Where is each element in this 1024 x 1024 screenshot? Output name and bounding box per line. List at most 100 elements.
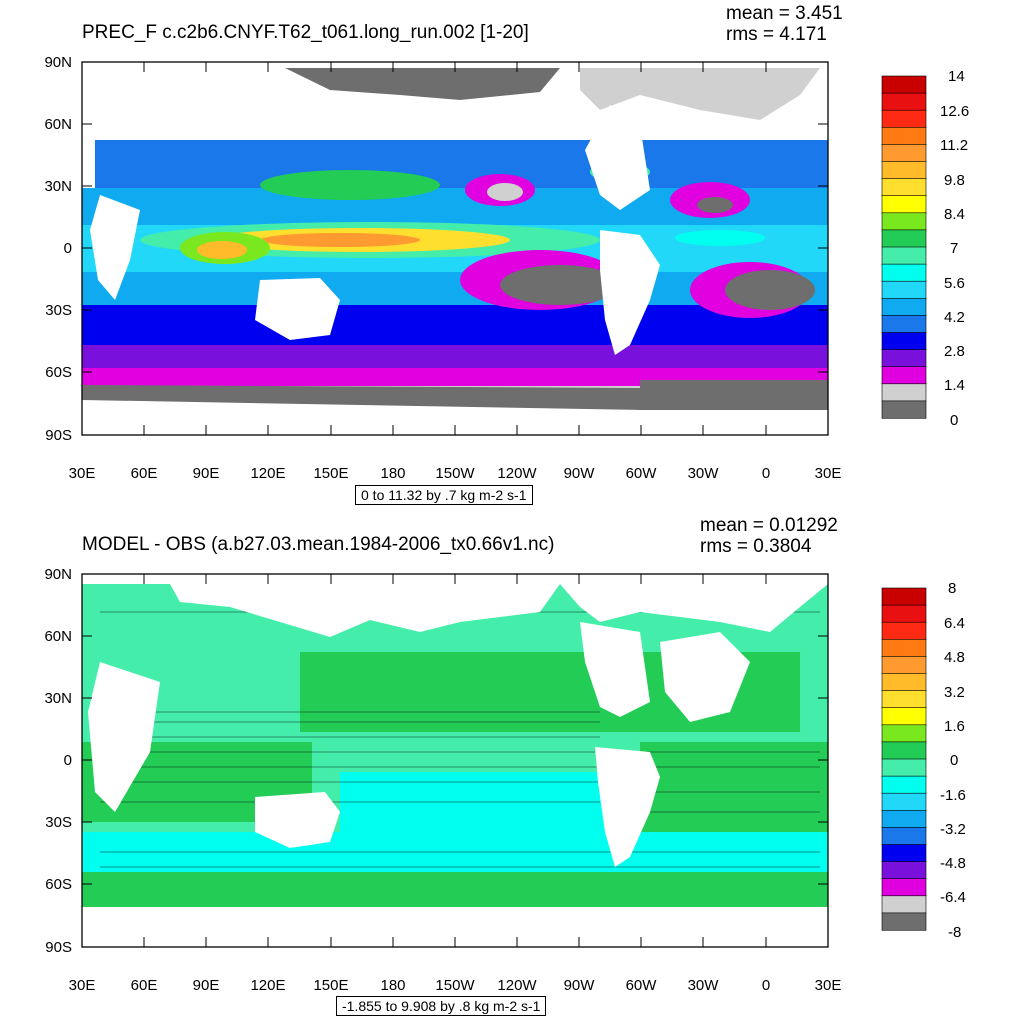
colorbar-swatch <box>881 673 927 692</box>
colorbar-swatch <box>881 127 927 146</box>
colorbar-label: 14 <box>948 68 965 85</box>
colorbar-label: 2.8 <box>944 343 965 360</box>
colorbar-swatch <box>881 195 927 214</box>
colorbar-swatch <box>881 75 927 94</box>
colorbar-label: 12.6 <box>940 103 969 120</box>
colorbar-swatch <box>881 792 927 811</box>
lat-label: 90N <box>44 54 72 71</box>
lat-label: 0 <box>64 240 72 257</box>
colorbar-label: 1.6 <box>944 718 965 735</box>
lat-label: 90N <box>44 566 72 583</box>
lat-label: 60S <box>45 364 72 381</box>
lon-label: 60W <box>626 465 658 482</box>
colorbar-swatch <box>881 280 927 299</box>
colorbar-swatch <box>881 587 927 606</box>
colorbar-swatch <box>881 366 927 385</box>
colorbar-swatch <box>881 315 927 334</box>
lon-label: 30E <box>815 465 842 482</box>
panel-title: MODEL - OBS (a.b27.03.mean.1984-2006_tx0… <box>82 534 555 555</box>
difference-map-field <box>82 574 828 947</box>
lon-label: 180 <box>380 977 405 994</box>
colorbar-swatch <box>881 246 927 265</box>
precip-map-plot: 90N 60N 30N 0 30S 60S 90S 30E 60E 90E 12… <box>44 54 969 482</box>
precip-panel: PREC_F c.c2b6.CNYF.T62_t061.long_run.002… <box>44 3 969 505</box>
colorbar-swatch <box>881 161 927 180</box>
colorbar-swatch <box>881 809 927 828</box>
lon-ticks <box>81 574 829 947</box>
lon-label: 30E <box>69 977 96 994</box>
colorbar-swatch <box>881 724 927 743</box>
colorbar-label: 6.4 <box>944 615 965 632</box>
colorbar-swatch <box>881 707 927 726</box>
lat-ticks <box>82 573 828 948</box>
lon-label: 150E <box>313 465 348 482</box>
lon-label: 0 <box>762 465 770 482</box>
colorbar-label: 7 <box>950 240 958 257</box>
colorbar-label: -1.6 <box>940 787 966 804</box>
colorbar-swatch <box>881 827 927 846</box>
colorbar-swatch <box>881 639 927 658</box>
lon-label: 90E <box>193 977 220 994</box>
panel-title: PREC_F c.c2b6.CNYF.T62_t061.long_run.002… <box>82 22 529 43</box>
lon-label: 60E <box>131 465 158 482</box>
difference-map-plot: 90N 60N 30N 0 30S 60S 90S 30E 60E 90E 12… <box>44 566 966 994</box>
colorbar-label: 8.4 <box>944 206 965 223</box>
lat-label: 60N <box>44 116 72 133</box>
colorbar-swatch <box>881 178 927 197</box>
contour-info-box: -1.855 to 9.908 by .8 kg m-2 s-1 <box>336 996 547 1016</box>
colorbar-swatch <box>881 263 927 282</box>
rms-value: rms = 4.171 <box>726 24 827 45</box>
colorbar-swatch <box>881 656 927 675</box>
colorbar-swatch <box>881 690 927 709</box>
colorbar-label: -8 <box>948 924 961 941</box>
lon-label: 30E <box>815 977 842 994</box>
lat-label: 30N <box>44 690 72 707</box>
lon-label: 120W <box>497 977 537 994</box>
colorbar-swatch <box>881 212 927 231</box>
lat-label: 30S <box>45 814 72 831</box>
colorbar-swatch <box>881 383 927 402</box>
lon-ticks <box>81 62 829 435</box>
lon-label: 30E <box>69 465 96 482</box>
colorbar-swatch <box>881 775 927 794</box>
colorbar-swatch <box>881 912 927 931</box>
lon-label: 30W <box>688 465 720 482</box>
lat-label: 30S <box>45 302 72 319</box>
colorbar-label: 1.4 <box>944 377 965 394</box>
colorbar-swatch <box>881 878 927 897</box>
mean-value: mean = 0.01292 <box>700 515 838 536</box>
colorbar-swatch <box>881 332 927 351</box>
lat-label: 30N <box>44 178 72 195</box>
colorbar-label: 0 <box>950 752 958 769</box>
colorbar-swatch <box>881 758 927 777</box>
lon-label: 150E <box>313 977 348 994</box>
colorbar-swatch <box>881 741 927 760</box>
lon-label: 60W <box>626 977 658 994</box>
lon-label: 120E <box>250 977 285 994</box>
lon-label: 30W <box>688 977 720 994</box>
colorbar-label: -3.2 <box>940 821 966 838</box>
colorbar-swatch <box>881 895 927 914</box>
lon-label: 120W <box>497 465 537 482</box>
lon-label: 150W <box>435 977 475 994</box>
colorbar-label: -6.4 <box>940 889 966 906</box>
lon-label: 90W <box>564 465 596 482</box>
colorbar-swatch <box>881 297 927 316</box>
rms-value: rms = 0.3804 <box>700 536 812 557</box>
colorbar-label: 4.2 <box>944 309 965 326</box>
lon-label: 150W <box>435 465 475 482</box>
lat-label: 60S <box>45 876 72 893</box>
lat-label: 90S <box>45 939 72 956</box>
contour-info-box: 0 to 11.32 by .7 kg m-2 s-1 <box>355 485 533 505</box>
colorbar-label: 3.2 <box>944 684 965 701</box>
colorbar <box>881 587 927 931</box>
colorbar-label: -4.8 <box>940 855 966 872</box>
colorbar-swatch <box>881 861 927 880</box>
colorbar-label: 9.8 <box>944 172 965 189</box>
lat-label: 0 <box>64 752 72 769</box>
lon-label: 90E <box>193 465 220 482</box>
colorbar-swatch <box>881 349 927 368</box>
colorbar-swatch <box>881 604 927 623</box>
difference-panel: MODEL - OBS (a.b27.03.mean.1984-2006_tx0… <box>0 512 1024 1024</box>
colorbar-label: 8 <box>948 580 956 597</box>
